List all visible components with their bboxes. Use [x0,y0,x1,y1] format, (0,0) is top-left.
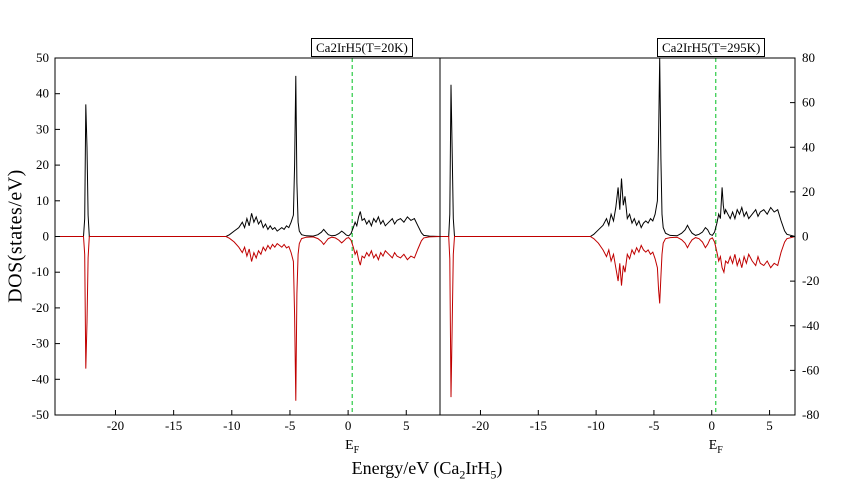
x-tick-label: -20 [472,418,489,433]
x-tick-label: 5 [403,418,410,433]
spin-up-dos-curve [440,58,795,237]
y-tick-label: 30 [36,121,49,136]
x-axis-label-sub2: 2 [459,467,466,482]
x-tick-label: -15 [530,418,547,433]
y-tick-label: -20 [32,300,49,315]
y-tick-label: 40 [36,86,49,101]
y-tick-label: -50 [32,407,49,422]
y-tick-label: -10 [32,264,49,279]
spin-down-dos-curve [440,236,795,398]
y-tick-label: 20 [36,157,49,172]
x-tick-label: 5 [766,418,773,433]
y-tick-label: 60 [802,95,815,110]
y-tick-label: 80 [802,50,815,65]
y-tick-label: -40 [32,371,49,386]
fermi-level-label: EF [709,438,724,456]
x-tick-label: -20 [107,418,124,433]
y-tick-label: -20 [802,273,819,288]
spin-down-dos-curve [57,236,440,401]
x-axis-label-sub5: 5 [490,467,497,482]
panel-title-20k: Ca2IrH5(T=20K) [311,38,413,57]
y-tick-label: 0 [802,229,809,244]
y-tick-label: -60 [802,362,819,377]
x-tick-label: -10 [587,418,604,433]
x-tick-label: -5 [285,418,296,433]
x-axis-label-close: ) [496,458,503,478]
y-tick-label: 0 [43,229,50,244]
y-tick-label: -30 [32,336,49,351]
spin-up-dos-curve [57,75,440,237]
y-tick-label: -80 [802,407,819,422]
y-tick-label: 40 [802,139,815,154]
x-tick-label: 0 [708,418,715,433]
x-axis-label-text: Energy/eV (Ca [351,458,460,478]
y-axis-label: DOS(states/eV) [4,169,27,303]
x-tick-label: -5 [649,418,660,433]
x-axis-label-mid: IrH [465,458,491,478]
y-tick-label: 20 [802,184,815,199]
y-tick-label: 10 [36,193,49,208]
x-axis-label: Energy/eV (Ca2IrH5) [0,458,854,483]
y-tick-label: 50 [36,50,49,65]
x-tick-label: -15 [165,418,182,433]
x-tick-label: 0 [345,418,352,433]
x-tick-label: -10 [223,418,240,433]
panel-title-295k: Ca2IrH5(T=295K) [657,38,766,57]
fermi-level-label: EF [345,438,360,456]
y-tick-label: -40 [802,318,819,333]
